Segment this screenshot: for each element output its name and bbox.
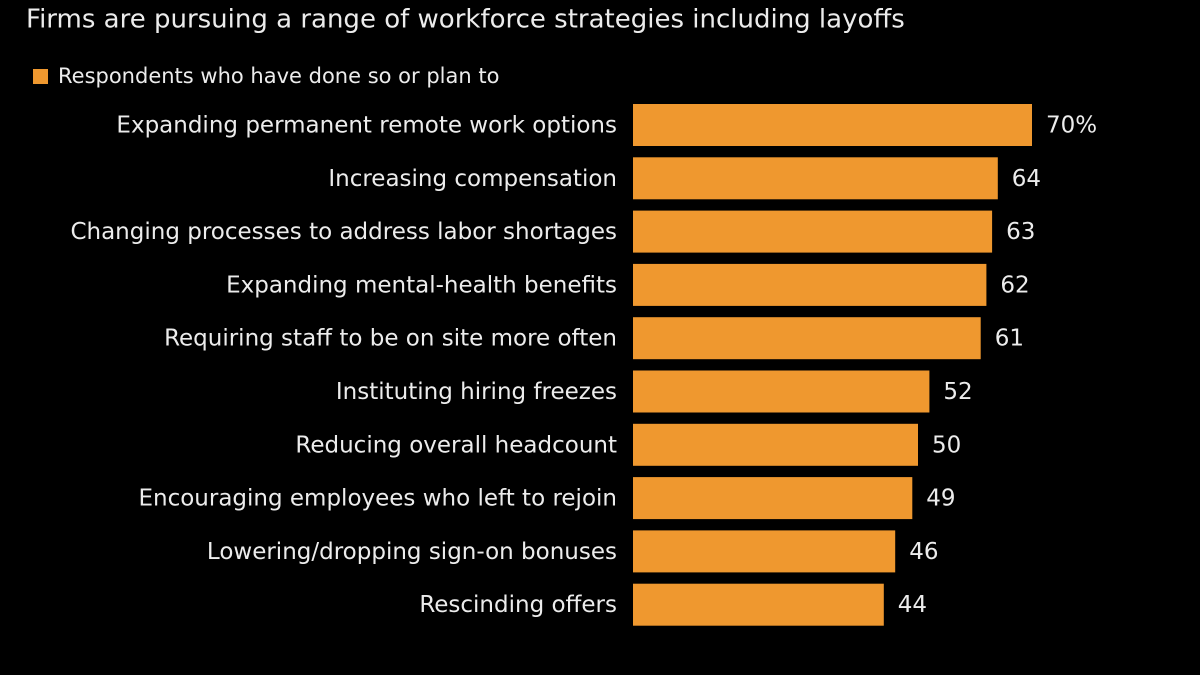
legend-label: Respondents who have done so or plan to (58, 64, 499, 88)
value-label: 46 (909, 539, 938, 565)
value-label: 62 (1000, 272, 1029, 298)
category-label: Lowering/dropping sign-on bonuses (207, 539, 617, 565)
category-label: Expanding mental-health benefits (226, 272, 617, 298)
bar (633, 104, 1032, 146)
category-label: Instituting hiring freezes (336, 379, 617, 405)
value-label: 70% (1046, 113, 1097, 139)
value-label: 64 (1012, 166, 1041, 192)
value-label: 44 (898, 592, 927, 618)
bar (633, 210, 993, 253)
bar (633, 317, 981, 360)
category-label: Requiring staff to be on site more often (164, 326, 617, 352)
bar (633, 583, 884, 626)
bar (633, 263, 987, 306)
bar (633, 530, 896, 573)
legend-swatch (33, 69, 48, 84)
value-label: 63 (1006, 219, 1035, 245)
bar (633, 423, 918, 466)
category-label: Increasing compensation (328, 166, 617, 192)
value-label: 61 (995, 326, 1024, 352)
category-label: Expanding permanent remote work options (116, 113, 617, 139)
category-label: Reducing overall headcount (295, 432, 617, 458)
bar (633, 370, 930, 413)
category-label: Changing processes to address labor shor… (70, 219, 617, 245)
value-label: 50 (932, 432, 961, 458)
category-label: Rescinding offers (419, 592, 617, 618)
bar (633, 477, 913, 520)
category-label: Encouraging employees who left to rejoin (138, 486, 617, 512)
value-label: 49 (926, 486, 955, 512)
chart-title: Firms are pursuing a range of workforce … (26, 5, 905, 35)
value-label: 52 (943, 379, 972, 405)
bar (633, 157, 998, 200)
